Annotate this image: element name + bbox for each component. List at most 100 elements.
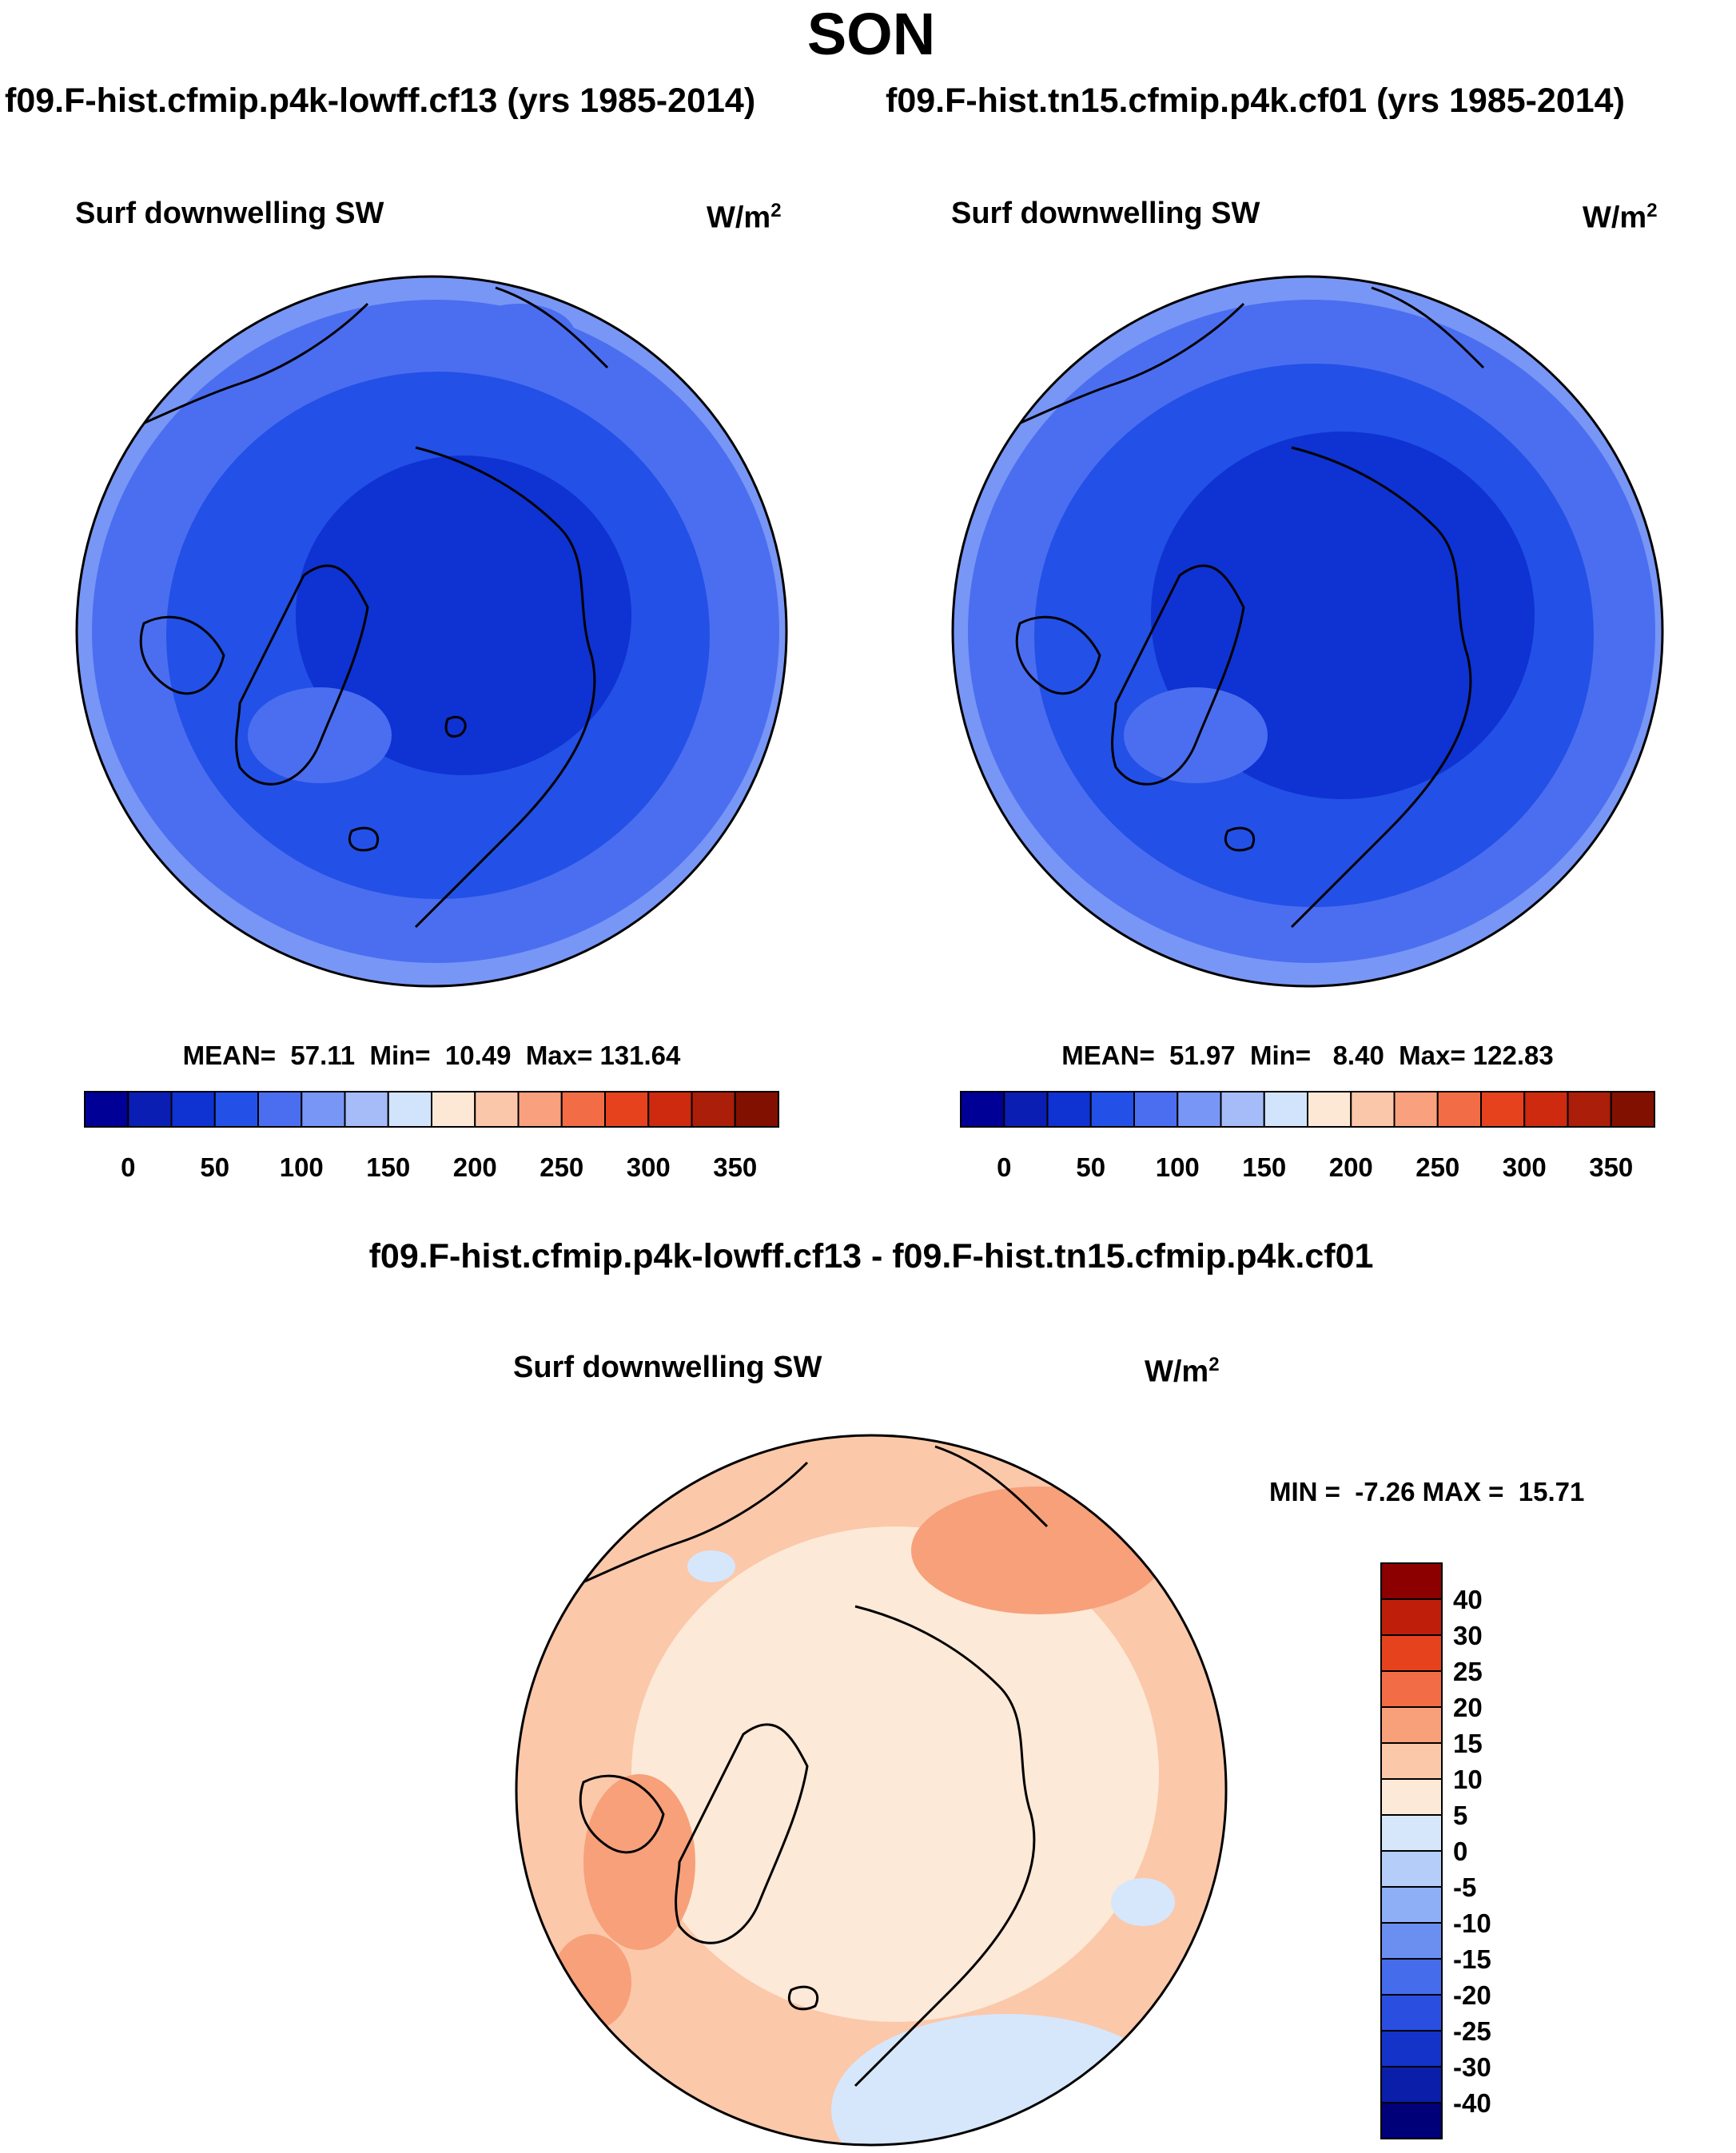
colorbar-tick-label: 15 xyxy=(1453,1729,1483,1758)
colorbar-swatch xyxy=(647,1091,693,1128)
colorbar-tick-label: 0 xyxy=(1453,1837,1467,1866)
panel-1-header: f09.F-hist.cfmip.p4k-lowff.cf13 (yrs 198… xyxy=(5,82,756,120)
colorbar-swatch xyxy=(960,1091,1005,1128)
diff-contour-field xyxy=(516,1435,1226,2145)
colorbar-swatch xyxy=(1380,1958,1443,1996)
colorbar-tick-label: -40 xyxy=(1453,2088,1491,2118)
colorbar-tick-label: -30 xyxy=(1453,2052,1491,2082)
panel-2-colorbar: 0 50 100 150 200 250 300 350 xyxy=(960,1091,1655,1182)
colorbar-swatch xyxy=(734,1091,779,1128)
colorbar-swatch xyxy=(1380,1598,1443,1636)
figure-title: SON xyxy=(806,1,936,67)
diff-panel-header: f09.F-hist.cfmip.p4k-lowff.cf13 - f09.F-… xyxy=(368,1237,1374,1275)
colorbar-tick-label: 50 xyxy=(200,1152,229,1182)
colorbar-tick-label: 40 xyxy=(1453,1585,1483,1614)
colorbar-swatch xyxy=(213,1091,259,1128)
units-exponent: 2 xyxy=(770,200,782,221)
colorbar-swatch xyxy=(1380,1634,1443,1672)
colorbar-swatch xyxy=(84,1091,129,1128)
colorbar-tick-label: 300 xyxy=(627,1152,671,1182)
colorbar-swatch xyxy=(1003,1091,1049,1128)
colorbar-tick-label: -10 xyxy=(1453,1908,1491,1938)
colorbar-swatch xyxy=(1610,1091,1655,1128)
colorbar-tick-label: 25 xyxy=(1453,1657,1483,1686)
colorbar-swatch xyxy=(1380,1706,1443,1744)
colorbar-tick-label: 350 xyxy=(1589,1152,1633,1182)
colorbar-tick-label: 0 xyxy=(121,1152,135,1182)
colorbar-swatch xyxy=(1380,1994,1443,2032)
colorbar-swatch xyxy=(1263,1091,1308,1128)
colorbar-swatch xyxy=(1380,2030,1443,2067)
colorbar-swatch xyxy=(1089,1091,1135,1128)
colorbar-tick-label: 350 xyxy=(713,1152,757,1182)
panel-2-header: f09.F-hist.tn15.cfmip.p4k.cf01 (yrs 1985… xyxy=(886,82,1625,120)
colorbar-tick-label: 20 xyxy=(1453,1693,1483,1722)
diff-panel-variable-label: Surf downwelling SW xyxy=(513,1351,822,1384)
colorbar-swatch xyxy=(1380,1814,1443,1852)
colorbar-swatch xyxy=(1380,1886,1443,1924)
colorbar-swatch xyxy=(301,1091,346,1128)
colorbar-swatch xyxy=(1380,1562,1443,1600)
diff-panel-units: W/m2 xyxy=(1145,1354,1220,1390)
panel-1-variable-label: Surf downwelling SW xyxy=(75,197,384,230)
diff-colorbar: 40 30 25 20 15 10 5 0 -5 -10 -15 -20 -25 -30 -40 xyxy=(1380,1562,1491,2139)
units-base: W/m xyxy=(707,201,771,235)
colorbar-swatch xyxy=(1380,1670,1443,1708)
units-exponent: 2 xyxy=(1646,200,1658,221)
colorbar-swatch xyxy=(474,1091,520,1128)
panel-1-colorbar: 0 50 100 150 200 250 300 350 xyxy=(84,1091,779,1182)
colorbar-tick-label: -15 xyxy=(1453,1944,1491,1974)
panel-1-stats: MEAN= 57.11 Min= 10.49 Max= 131.64 xyxy=(182,1041,681,1070)
units-exponent: 2 xyxy=(1208,1354,1220,1375)
colorbar-swatch xyxy=(604,1091,650,1128)
colorbar-tick-label: 5 xyxy=(1453,1801,1467,1830)
diff-panel-stats: MIN = -7.26 MAX = 15.71 xyxy=(1269,1477,1585,1506)
colorbar-swatch xyxy=(1133,1091,1179,1128)
colorbar-tick-label: -5 xyxy=(1453,1872,1476,1902)
colorbar-swatch xyxy=(344,1091,389,1128)
colorbar-swatch xyxy=(257,1091,303,1128)
panel-2-stats: MEAN= 51.97 Min= 8.40 Max= 122.83 xyxy=(1061,1041,1554,1070)
colorbar-tick-label: 100 xyxy=(1156,1152,1200,1182)
panel-2-variable-label: Surf downwelling SW xyxy=(951,197,1260,230)
colorbar-swatch xyxy=(1177,1091,1222,1128)
colorbar-swatch xyxy=(127,1091,173,1128)
panel-2-contour-field xyxy=(953,277,1662,986)
colorbar-tick-label: -25 xyxy=(1453,2016,1491,2046)
colorbar-swatch xyxy=(1393,1091,1439,1128)
panel-1-map xyxy=(75,275,788,988)
colorbar-tick-label: 250 xyxy=(1415,1152,1459,1182)
panel-2-coastlines xyxy=(963,286,1485,929)
colorbar-swatch xyxy=(1380,1778,1443,1816)
colorbar-swatch xyxy=(387,1091,432,1128)
colorbar-tick-label: 0 xyxy=(997,1152,1011,1182)
panel-2-units: W/m2 xyxy=(1583,200,1658,236)
colorbar-tick-label: 10 xyxy=(1453,1765,1483,1794)
colorbar-swatch xyxy=(1380,2102,1443,2139)
colorbar-swatch xyxy=(1046,1091,1092,1128)
colorbar-swatch xyxy=(691,1091,736,1128)
colorbar-swatch xyxy=(431,1091,476,1128)
colorbar-tick-label: 50 xyxy=(1076,1152,1105,1182)
colorbar-tick-label: 200 xyxy=(453,1152,497,1182)
panel-1-units: W/m2 xyxy=(707,200,782,236)
colorbar-tick-label: -20 xyxy=(1453,1980,1491,2010)
panel-1-contour-field xyxy=(77,277,786,986)
colorbar-swatch xyxy=(517,1091,563,1128)
colorbar-swatch xyxy=(1380,1922,1443,1960)
colorbar-tick-label: 200 xyxy=(1329,1152,1373,1182)
units-base: W/m xyxy=(1583,201,1647,235)
colorbar-swatch xyxy=(560,1091,606,1128)
colorbar-swatch xyxy=(1307,1091,1352,1128)
colorbar-swatch xyxy=(1350,1091,1396,1128)
colorbar-swatch xyxy=(1436,1091,1482,1128)
colorbar-tick-label: 150 xyxy=(1242,1152,1286,1182)
colorbar-swatch xyxy=(170,1091,216,1128)
colorbar-swatch xyxy=(1567,1091,1612,1128)
colorbar-tick-label: 30 xyxy=(1453,1621,1483,1650)
colorbar-tick-label: 150 xyxy=(366,1152,410,1182)
units-base: W/m xyxy=(1145,1355,1209,1389)
colorbar-swatch xyxy=(1480,1091,1526,1128)
colorbar-tick-label: 250 xyxy=(540,1152,583,1182)
